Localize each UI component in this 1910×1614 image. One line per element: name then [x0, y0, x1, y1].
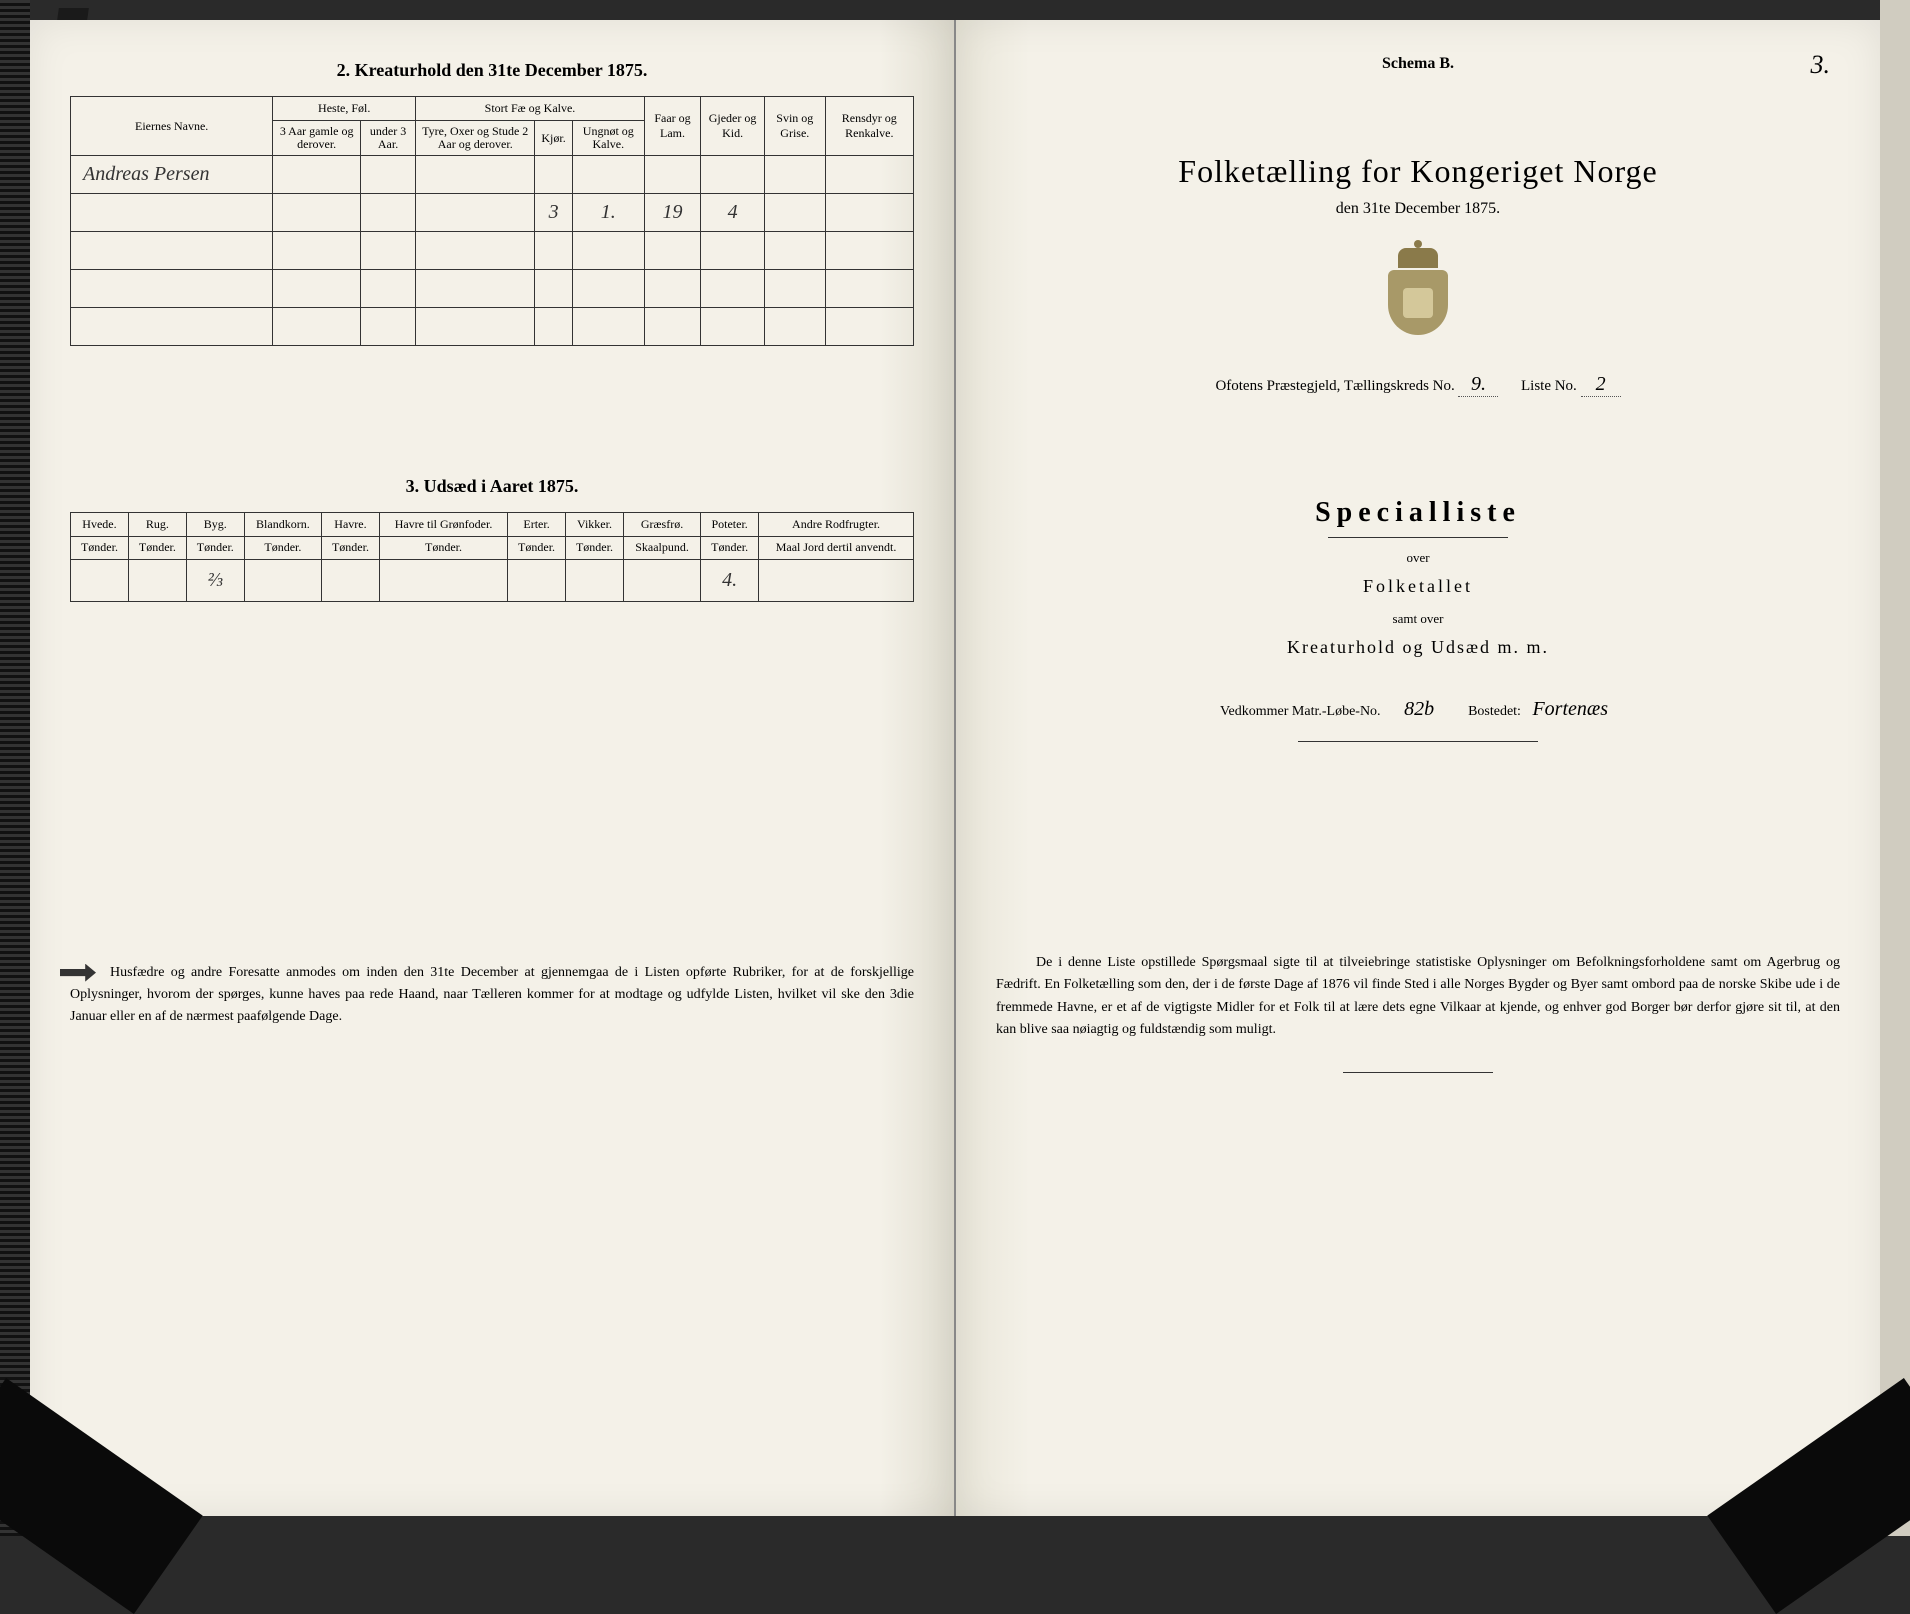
cell-potatoes: 4.: [701, 559, 759, 601]
cell-sheep: 19: [644, 194, 700, 232]
coat-of-arms-icon: [1378, 248, 1458, 338]
table-row: ⅔ 4.: [71, 559, 914, 601]
th-cattle-bulls: Tyre, Oxer og Stude 2 Aar og derover.: [416, 121, 535, 156]
vedkommer-line: Vedkommer Matr.-Løbe-No. 82b Bostedet: F…: [996, 698, 1840, 721]
u7: Tønder.: [508, 537, 566, 559]
cell-goats: 4: [701, 194, 765, 232]
bostedet-value: Fortenæs: [1524, 698, 1616, 721]
page-clip-bottom-left: [0, 1378, 203, 1614]
th-wheat: Hvede.: [71, 513, 129, 537]
th-owner: Eiernes Navne.: [71, 97, 273, 156]
th-mixgrain: Blandkorn.: [244, 513, 321, 537]
schema-label: Schema B.: [996, 55, 1840, 73]
cell-barley: ⅔: [186, 559, 244, 601]
list-number: 2: [1581, 373, 1621, 397]
u2: Tønder.: [128, 537, 186, 559]
divider: [1298, 741, 1538, 742]
th-sheep: Faar og Lam.: [644, 97, 700, 156]
th-barley: Byg.: [186, 513, 244, 537]
main-subtitle: den 31te December 1875.: [996, 200, 1840, 218]
section3-title: 3. Udsæd i Aaret 1875.: [70, 476, 914, 497]
th-pigs: Svin og Grise.: [764, 97, 825, 156]
book-spread: 2. Kreaturhold den 31te December 1875. E…: [30, 20, 1880, 1516]
left-page: 2. Kreaturhold den 31te December 1875. E…: [30, 20, 956, 1516]
over-label: over: [996, 550, 1840, 566]
th-cattle-young: Ungnøt og Kalve.: [572, 121, 644, 156]
table-row: [71, 232, 914, 270]
pointing-hand-icon: [60, 964, 96, 982]
th-potatoes: Poteter.: [701, 513, 759, 537]
cell-young: 1.: [572, 194, 644, 232]
main-title: Folketælling for Kongeriget Norge: [996, 153, 1840, 190]
seed-table: Hvede. Rug. Byg. Blandkorn. Havre. Havre…: [70, 512, 914, 601]
th-peas: Erter.: [508, 513, 566, 537]
th-horses-3yr: 3 Aar gamle og derover.: [273, 121, 361, 156]
specialliste-title: Specialliste: [996, 497, 1840, 529]
u5: Tønder.: [322, 537, 380, 559]
page-edge-right: [1880, 0, 1910, 1536]
cell-owner: Andreas Persen: [71, 156, 273, 194]
divider: [1343, 1072, 1493, 1073]
page-number: 3.: [1811, 50, 1831, 80]
matr-number: 82b: [1384, 698, 1454, 721]
right-page: Schema B. 3. Folketælling for Kongeriget…: [956, 20, 1880, 1516]
th-rootveg: Andre Rodfrugter.: [759, 513, 914, 537]
left-footer-text: Husfædre og andre Foresatte anmodes om i…: [70, 965, 914, 1025]
th-horses-group: Heste, Føl.: [273, 97, 416, 121]
th-reindeer: Rensdyr og Renkalve.: [825, 97, 913, 156]
folketallet-label: Folketallet: [996, 576, 1840, 597]
table-row: 3 1. 19 4: [71, 194, 914, 232]
u6: Tønder.: [379, 537, 507, 559]
table-row: Andreas Persen: [71, 156, 914, 194]
district-line: Ofotens Præstegjeld, Tællingskreds No. 9…: [996, 373, 1840, 397]
th-horses-under3: under 3 Aar.: [361, 121, 416, 156]
divider: [1328, 537, 1508, 538]
th-cattle-group: Stort Fæ og Kalve.: [416, 97, 645, 121]
u11: Maal Jord dertil anvendt.: [759, 537, 914, 559]
district-number: 9.: [1458, 373, 1498, 397]
th-cattle-cows: Kjør.: [535, 121, 572, 156]
th-rye: Rug.: [128, 513, 186, 537]
th-vetches: Vikker.: [566, 513, 624, 537]
right-footer-text: De i denne Liste opstillede Spørgsmaal s…: [996, 952, 1840, 1042]
livestock-table: Eiernes Navne. Heste, Føl. Stort Fæ og K…: [70, 96, 914, 346]
u10: Tønder.: [701, 537, 759, 559]
section2-title: 2. Kreaturhold den 31te December 1875.: [70, 60, 914, 81]
page-clip-bottom-right: [1707, 1378, 1910, 1614]
th-goats: Gjeder og Kid.: [701, 97, 765, 156]
samt-over-label: samt over: [996, 611, 1840, 627]
vedkommer-label: Vedkommer Matr.-Løbe-No.: [1220, 704, 1381, 719]
u9: Skaalpund.: [623, 537, 700, 559]
list-label: Liste No.: [1521, 378, 1577, 394]
u8: Tønder.: [566, 537, 624, 559]
u4: Tønder.: [244, 537, 321, 559]
district-prefix: Ofotens Præstegjeld, Tællingskreds No.: [1215, 378, 1454, 394]
th-grass: Græsfrø.: [623, 513, 700, 537]
u3: Tønder.: [186, 537, 244, 559]
table-row: [71, 270, 914, 308]
th-oats: Havre.: [322, 513, 380, 537]
cell-cows: 3: [535, 194, 572, 232]
table-row: [71, 308, 914, 346]
u1: Tønder.: [71, 537, 129, 559]
th-oats-fodder: Havre til Grønfoder.: [379, 513, 507, 537]
kreatur-label: Kreaturhold og Udsæd m. m.: [996, 637, 1840, 658]
binding-edge-left: [0, 0, 30, 1536]
bostedet-label: Bostedet:: [1468, 704, 1521, 719]
left-footer-note: Husfædre og andre Foresatte anmodes om i…: [70, 962, 914, 1029]
